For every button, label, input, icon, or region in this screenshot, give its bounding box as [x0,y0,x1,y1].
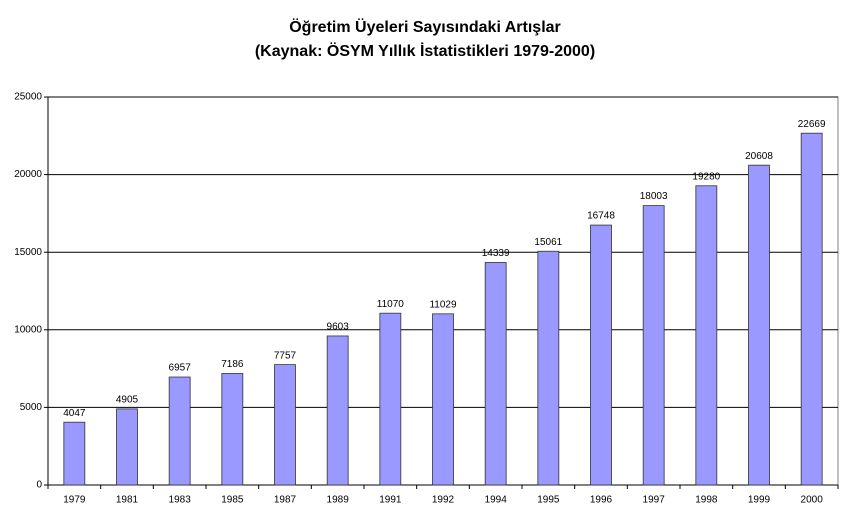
y-tick-label: 0 [36,480,42,491]
bar [274,364,296,486]
data-label: 18003 [640,191,668,202]
x-tick-label: 1996 [590,495,613,506]
bar [168,376,191,486]
x-tick-label: 1992 [432,495,455,506]
x-tick-label: 1981 [116,495,139,506]
data-label: 22669 [798,119,826,130]
x-tick-label: 1997 [643,495,666,506]
data-label: 20608 [745,151,773,162]
data-label: 9603 [327,322,350,333]
bar [484,262,507,486]
data-label: 16748 [587,211,615,222]
x-tick-label: 1999 [748,495,771,506]
x-tick-label: 1991 [379,495,402,506]
y-tick-label: 20000 [14,169,42,180]
x-tick-label: 1979 [63,495,86,506]
data-label: 11029 [429,299,457,310]
bar [379,312,402,486]
bar [116,408,138,486]
bar [590,224,612,486]
x-tick-label: 1998 [695,495,718,506]
y-tick-label: 10000 [14,324,42,335]
x-tick-label: 1994 [485,495,508,506]
bar [63,421,86,486]
data-label: 14339 [482,248,510,259]
x-tick-label: 1985 [221,495,244,506]
bar [221,373,244,486]
x-tick-label: 1995 [537,495,560,506]
x-tick-label: 1989 [327,495,350,506]
x-tick-label: 1983 [169,495,192,506]
data-label: 19280 [692,171,720,182]
bar [326,335,349,486]
x-tick-label: 1987 [274,495,297,506]
x-tick-label: 2000 [801,495,824,506]
y-tick-label: 5000 [20,402,43,413]
bar [432,313,454,486]
chart-title: Öğretim Üyeleri Sayısındaki Artışlar [289,17,561,36]
data-label: 7186 [221,359,244,370]
data-label: 11070 [377,299,405,310]
bar [537,250,560,486]
y-tick-label: 15000 [14,247,42,258]
bar [695,185,718,486]
data-label: 7757 [274,350,297,361]
bar [800,132,823,486]
y-tick-label: 25000 [14,92,42,103]
bar [748,164,770,486]
data-label: 6957 [169,363,192,374]
data-label: 15061 [534,237,562,248]
data-label: 4905 [116,395,139,406]
bar [642,205,665,486]
chart-subtitle: (Kaynak: ÖSYM Yıllık İstatistikleri 1979… [255,41,595,60]
data-label: 4047 [63,408,86,419]
